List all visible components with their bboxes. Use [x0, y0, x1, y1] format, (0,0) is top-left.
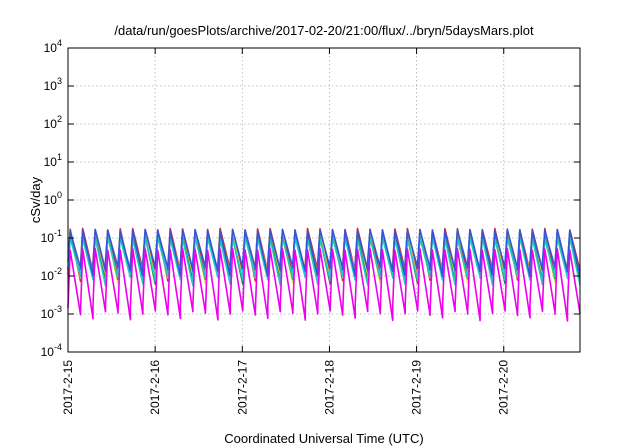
y-tick-label: 10-4	[41, 342, 62, 359]
y-tick-label: 10-3	[41, 304, 62, 321]
y-tick-label: 100	[44, 190, 62, 207]
series-line	[67, 247, 581, 322]
x-tick-label: 2017-2-16	[148, 360, 162, 415]
y-tick-label: 10-2	[41, 266, 62, 283]
x-axis-label: Coordinated Universal Time (UTC)	[224, 431, 423, 446]
x-tick-label: 2017-2-19	[410, 360, 424, 415]
y-tick-label: 101	[44, 152, 62, 169]
tick-marks	[67, 47, 580, 353]
y-tick-label: 102	[44, 114, 62, 131]
x-tick-label: 2017-2-18	[322, 360, 336, 415]
y-tick-label: 10-1	[41, 228, 62, 245]
y-tick-label: 103	[44, 76, 62, 93]
y-tick-labels: 104 103 102 101 100 10-1 10-2 10-3 10-4	[41, 38, 62, 359]
y-axis-label: cSv/day	[28, 176, 43, 223]
series-group	[67, 227, 581, 322]
x-tick-label: 2017-2-17	[235, 360, 249, 415]
series-line	[67, 228, 581, 278]
chart-title: /data/run/goesPlots/archive/2017-02-20/2…	[114, 23, 534, 38]
x-tick-labels: 2017-2-15 2017-2-16 2017-2-17 2017-2-18 2017…	[61, 360, 511, 415]
y-tick-label: 104	[44, 38, 62, 55]
grid-lines	[68, 48, 580, 352]
x-tick-label: 2017-2-20	[497, 360, 511, 415]
x-tick-label: 2017-2-15	[61, 360, 75, 415]
